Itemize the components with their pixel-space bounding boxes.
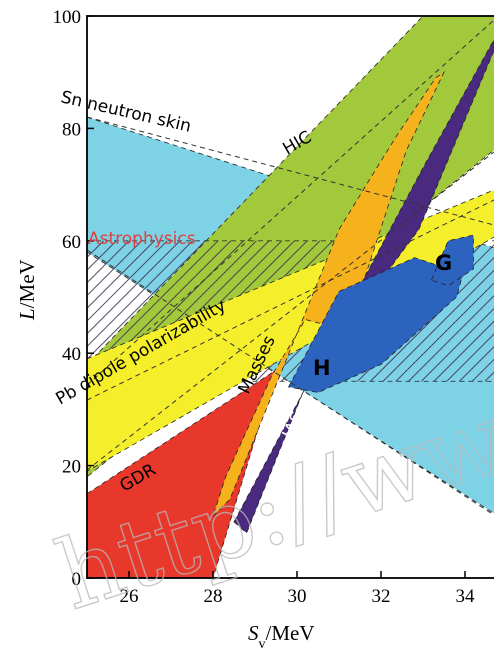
hic-upper-line: [87, 19, 494, 386]
x-tick-label: 32: [372, 586, 391, 607]
x-tick-label: 26: [120, 586, 139, 607]
y-axis-title: L/MeV: [15, 259, 39, 321]
pb-dipole-center-line: [87, 199, 494, 401]
x-tick-label: 28: [204, 586, 223, 607]
x-tick-label: 34: [456, 586, 476, 607]
y-tick-label: 0: [72, 569, 82, 590]
label-h: H: [313, 356, 331, 380]
region-masses: [212, 71, 445, 517]
region-h: [287, 234, 474, 393]
region-gdr: [87, 369, 277, 578]
y-tick-label: 100: [53, 7, 82, 28]
label-g: G: [435, 251, 452, 275]
label-astrophysics: Astrophysics: [88, 229, 196, 249]
x-tick-label: 30: [288, 586, 307, 607]
neutron-skin-upper-line: [87, 116, 494, 226]
y-tick-label: 80: [62, 119, 81, 140]
y-tick-label: 20: [62, 457, 81, 478]
y-tick-label: 60: [62, 232, 81, 253]
plot-area: [87, 16, 494, 578]
region-g: [430, 234, 474, 287]
regions: [87, 16, 494, 578]
y-tick-label: 40: [62, 344, 81, 365]
y-axis: 0 20 40 60 80 100: [53, 7, 94, 590]
boundary-lines: [87, 19, 494, 516]
x-axis-title: Sv/MeV: [248, 621, 315, 652]
x-axis: 26 28 30 32 34: [120, 571, 476, 607]
